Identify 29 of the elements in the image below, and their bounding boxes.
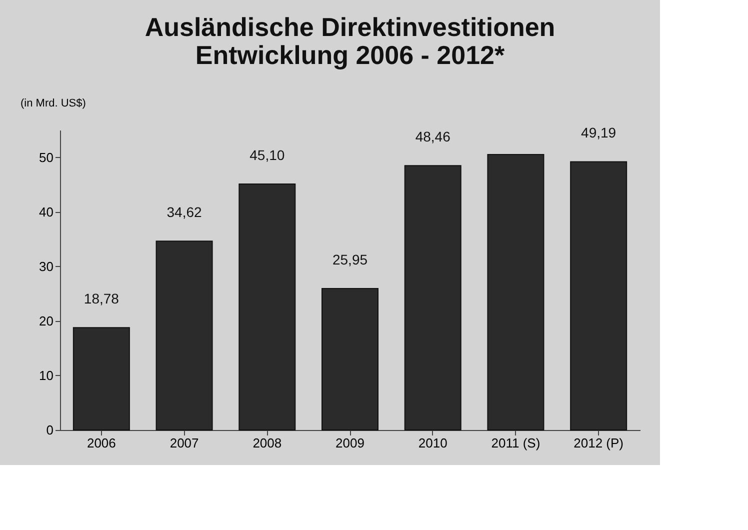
text: Entwicklung 2006 - 2012* xyxy=(195,40,505,70)
bar xyxy=(487,154,544,430)
x-tick-label: 2008 xyxy=(252,436,282,450)
x-tick-label: 2007 xyxy=(170,436,199,450)
data-label: 25,95 xyxy=(332,251,368,268)
bar xyxy=(238,184,296,430)
x-tick-label: 2012 (P) xyxy=(574,436,624,450)
x-tick-label: 2006 xyxy=(86,436,116,450)
data-label: 18,78 xyxy=(84,290,120,307)
text: Ausländische Direktinvestitionen xyxy=(144,12,556,42)
bar xyxy=(156,240,213,430)
x-tick-label: 2010 xyxy=(418,436,448,450)
y-tick-label: 50 xyxy=(39,150,54,165)
y-tick-label: 30 xyxy=(39,258,54,274)
data-label: 49,19 xyxy=(581,124,616,141)
data-label: 34,62 xyxy=(166,204,202,220)
bar xyxy=(322,288,378,430)
bar xyxy=(404,165,462,430)
y-tick-label: 10 xyxy=(39,368,54,383)
y-tick-label: 20 xyxy=(39,313,54,328)
data-label: 45,10 xyxy=(250,147,285,163)
bar xyxy=(72,327,130,430)
bar xyxy=(570,161,628,430)
y-tick-label: 40 xyxy=(39,204,54,220)
y-tick-label: 0 xyxy=(46,422,54,438)
y-axis-title: (in Mrd. US$) xyxy=(20,98,86,110)
x-tick-label: 2009 xyxy=(336,436,364,450)
data-label: 48,46 xyxy=(415,128,451,145)
x-tick-label: 2011 (S) xyxy=(491,436,540,450)
